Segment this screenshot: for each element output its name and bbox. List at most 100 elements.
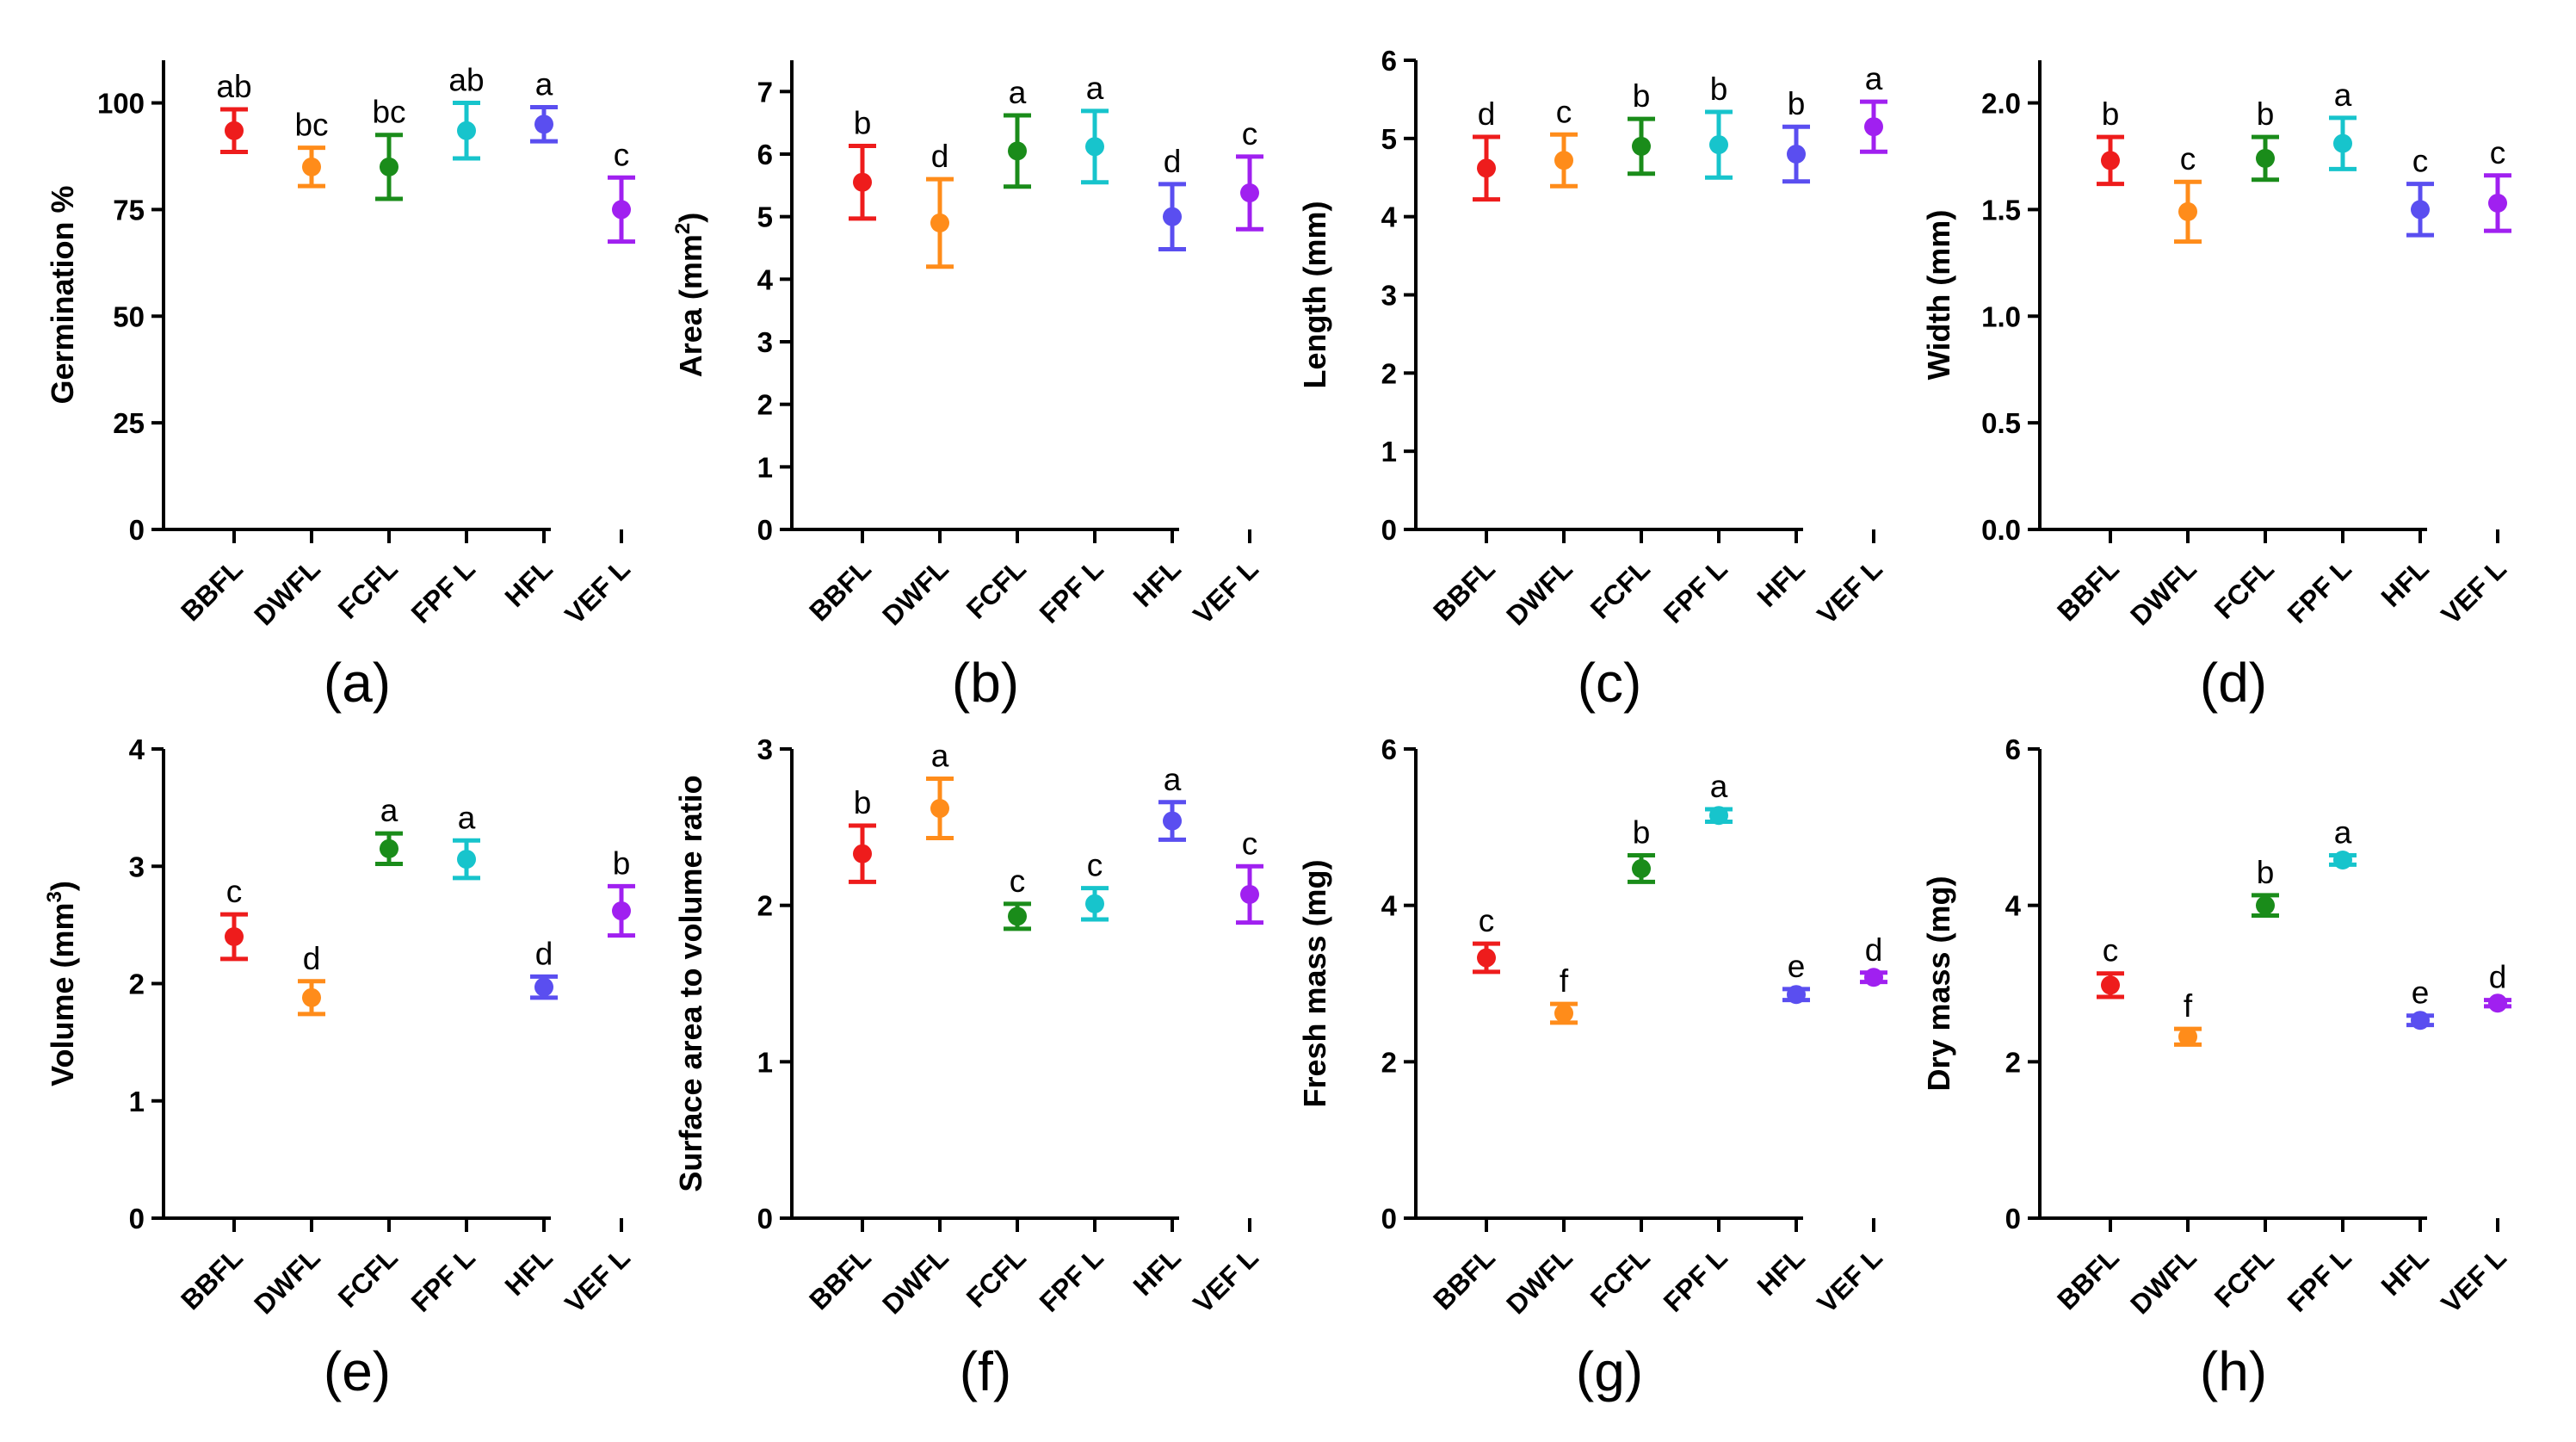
significance-letter: f <box>2184 988 2193 1024</box>
x-tick-label: FPF L <box>2282 1241 2357 1317</box>
data-point <box>1240 183 1259 203</box>
x-tick-label: VEF L <box>1811 553 1888 630</box>
y-tick-label: 2 <box>2005 1046 2021 1078</box>
significance-letter: a <box>535 67 553 102</box>
x-tick-label: FCFL <box>2208 1241 2280 1313</box>
x-tick-label: HFL <box>1127 1241 1187 1301</box>
y-tick-label: 0 <box>129 1203 145 1235</box>
data-point <box>1632 136 1651 156</box>
data-point <box>1709 806 1728 826</box>
significance-letter: a <box>2334 815 2352 851</box>
y-tick-label: 0 <box>757 1203 773 1235</box>
data-point <box>2333 133 2352 153</box>
x-tick-label: VEF L <box>559 1241 636 1319</box>
chart-panel-c: 0 1 2 3 4 5 6 Length (mm) BBFL d DWFL c FCFL b FPF L b H… <box>1297 45 1888 714</box>
data-point <box>1240 884 1259 904</box>
y-tick-label: 4 <box>129 733 145 765</box>
significance-letter: c <box>1556 94 1572 129</box>
x-tick-label: HFL <box>2375 1241 2435 1301</box>
x-tick-label: DWFL <box>1500 553 1578 631</box>
x-tick-label: BBFL <box>1427 1241 1501 1315</box>
y-tick-label: 2 <box>1381 1046 1397 1078</box>
x-tick-label: FPF L <box>405 553 481 628</box>
data-point <box>457 121 476 140</box>
data-point <box>1477 158 1496 178</box>
x-tick-label: VEF L <box>1187 1241 1264 1319</box>
x-tick-label: HFL <box>2375 553 2435 612</box>
data-point <box>1632 858 1651 878</box>
significance-letter: b <box>854 106 872 141</box>
y-tick-label: 5 <box>1381 123 1397 155</box>
y-tick-label: 25 <box>113 407 145 439</box>
x-tick-label: FCFL <box>961 553 1032 624</box>
y-tick-label: 3 <box>1381 280 1397 312</box>
y-tick-label: 4 <box>2005 890 2022 922</box>
significance-letter: c <box>2180 141 2196 176</box>
y-tick-label: 4 <box>757 263 774 295</box>
significance-letter: b <box>2257 96 2275 132</box>
significance-letter: ab <box>216 69 251 104</box>
data-point <box>302 157 321 176</box>
x-tick-label: BBFL <box>175 1241 249 1315</box>
y-tick-label: 2.0 <box>1981 88 2021 120</box>
y-tick-label: 1.0 <box>1981 300 2021 332</box>
chart-panel-g: 0 2 4 6 Fresh mass (mg) BBFL c DWFL f FCFL b FPF L a… <box>1297 733 1888 1402</box>
y-tick-label: 0 <box>1381 514 1397 546</box>
chart-panel-a: 0 25 50 75 100 Germination % BBFL ab DWFL bc FCFL b… <box>45 60 636 714</box>
significance-letter: d <box>1164 144 1182 179</box>
significance-letter: d <box>931 139 949 174</box>
x-tick-label: VEF L <box>2435 1241 2512 1319</box>
x-tick-label: FPF L <box>1034 553 1109 628</box>
significance-letter: a <box>458 800 476 835</box>
y-tick-label: 0.0 <box>1981 514 2021 546</box>
x-tick-label: BBFL <box>803 1241 877 1315</box>
y-tick-label: 4 <box>1381 890 1398 922</box>
data-point <box>2178 201 2197 221</box>
y-tick-label: 75 <box>113 194 145 226</box>
x-tick-label: FPF L <box>1658 1241 1733 1317</box>
x-tick-label: FPF L <box>405 1241 481 1317</box>
y-axis-label: Width (mm) <box>1921 210 1956 381</box>
y-axis-label: Germination % <box>45 185 80 404</box>
y-tick-label: 2 <box>129 969 145 1000</box>
significance-letter: d <box>2489 960 2507 995</box>
x-tick-label: VEF L <box>2435 553 2512 630</box>
y-tick-label: 0 <box>129 514 145 546</box>
data-point <box>1554 1004 1573 1024</box>
significance-letter: bc <box>294 108 328 143</box>
significance-letter: c <box>614 137 630 172</box>
panel-label: (h) <box>2200 1340 2267 1402</box>
significance-letter: d <box>535 936 553 971</box>
y-axis-label: Fresh mass (mg) <box>1297 859 1332 1107</box>
data-point <box>1163 811 1182 831</box>
data-point <box>1008 907 1027 926</box>
significance-letter: c <box>1242 116 1258 152</box>
significance-letter: d <box>303 941 321 976</box>
significance-letter: c <box>1479 903 1495 938</box>
x-tick-label: FPF L <box>1658 553 1733 628</box>
panel-label: (e) <box>324 1340 391 1402</box>
significance-letter: a <box>1164 762 1182 797</box>
data-point <box>1864 968 1883 987</box>
x-tick-label: BBFL <box>2051 1241 2125 1315</box>
data-point <box>457 850 476 870</box>
y-tick-label: 2 <box>757 389 773 421</box>
data-point <box>1085 894 1104 913</box>
data-point <box>2178 1027 2197 1047</box>
y-tick-label: 1 <box>757 451 773 483</box>
y-axis-label-superscript: 3 <box>43 891 66 902</box>
significance-letter: c <box>2412 144 2429 179</box>
significance-letter: c <box>1010 863 1026 899</box>
significance-letter: c <box>1087 848 1103 883</box>
x-tick-label: DWFL <box>876 553 954 631</box>
significance-letter: b <box>1788 86 1806 121</box>
y-tick-label: 0.5 <box>1981 407 2021 439</box>
data-point <box>1554 151 1573 170</box>
significance-letter: b <box>1710 71 1728 107</box>
y-tick-label: 6 <box>757 139 773 170</box>
data-point <box>1008 141 1027 161</box>
data-point <box>534 114 553 134</box>
y-tick-label: 1 <box>757 1046 773 1078</box>
significance-letter: b <box>1633 78 1651 114</box>
